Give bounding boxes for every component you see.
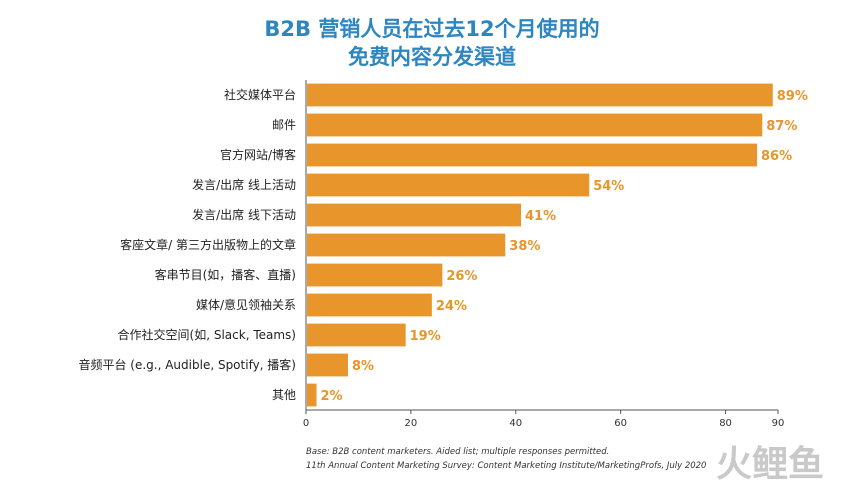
- chart-title-line-2: 免费内容分发渠道: [348, 45, 516, 69]
- bar: [307, 383, 317, 407]
- bar: [307, 113, 763, 137]
- bar: [307, 83, 773, 107]
- bar: [307, 233, 506, 257]
- category-label: 媒体/意见领袖关系: [196, 297, 296, 312]
- value-label: 24%: [436, 299, 467, 314]
- brand-watermark: 火鲤鱼: [716, 444, 824, 485]
- bar: [307, 143, 758, 167]
- x-tick-label: 20: [405, 418, 418, 429]
- bar: [307, 353, 348, 377]
- category-label: 其他: [272, 388, 296, 402]
- value-label: 2%: [320, 389, 342, 404]
- category-label: 邮件: [272, 118, 296, 132]
- bar: [307, 173, 590, 197]
- value-label: 54%: [593, 179, 624, 194]
- bars: [307, 83, 773, 407]
- bar: [307, 263, 443, 287]
- value-label: 8%: [352, 359, 374, 374]
- category-label: 社交媒体平台: [224, 87, 296, 102]
- x-tick-label: 80: [719, 418, 732, 429]
- value-label: 89%: [777, 89, 808, 104]
- x-axis-ticks: 0 20 40 60 80 90: [303, 410, 785, 429]
- category-label: 客串节目(如，播客、直播): [155, 267, 296, 282]
- source-note: 11th Annual Content Marketing Survey: Co…: [306, 461, 706, 471]
- category-label: 官方网站/博客: [220, 147, 296, 162]
- x-tick-label: 90: [772, 418, 785, 429]
- base-note: Base: B2B content marketers. Aided list;…: [306, 447, 609, 457]
- value-label: 87%: [766, 119, 797, 134]
- value-label: 26%: [446, 269, 477, 284]
- bar: [307, 293, 432, 317]
- value-label: 41%: [525, 209, 556, 224]
- value-label: 19%: [410, 329, 441, 344]
- bar: [307, 323, 406, 347]
- category-label: 合作社交空间(如, Slack, Teams): [118, 327, 296, 342]
- watermark: 火鲤鱼: [716, 444, 824, 485]
- value-labels: 89% 87% 86% 54% 41% 38% 26% 24% 19% 8% 2%: [320, 89, 807, 404]
- bar: [307, 203, 522, 227]
- category-label: 客座文章/ 第三方出版物上的文章: [120, 237, 296, 252]
- value-label: 38%: [509, 239, 540, 254]
- chart-title-line-1: B2B 营销人员在过去12个月使用的: [264, 17, 599, 41]
- value-label: 86%: [761, 149, 792, 164]
- category-label: 发言/出席 线下活动: [192, 207, 296, 222]
- category-label: 音频平台 (e.g., Audible, Spotify, 播客): [78, 357, 296, 372]
- x-tick-label: 0: [303, 418, 309, 429]
- category-label: 发言/出席 线上活动: [192, 177, 296, 192]
- x-tick-label: 60: [614, 418, 627, 429]
- x-tick-label: 40: [509, 418, 522, 429]
